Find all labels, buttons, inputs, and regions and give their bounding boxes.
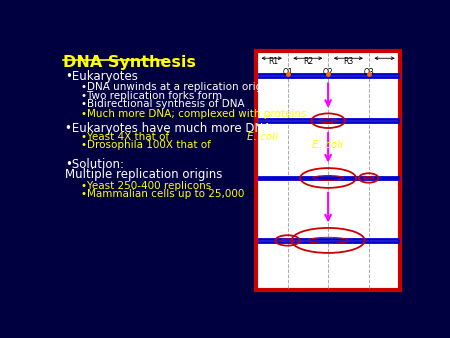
Text: •Yeast 250-400 replicons: •Yeast 250-400 replicons	[81, 180, 211, 191]
Text: R1: R1	[268, 57, 278, 67]
Text: •Eukaryotes have much more DNA: •Eukaryotes have much more DNA	[65, 122, 271, 135]
Text: DNA Synthesis: DNA Synthesis	[63, 55, 196, 70]
Text: R3: R3	[343, 57, 354, 67]
Text: •Solution:: •Solution:	[65, 158, 124, 171]
Text: •DNA unwinds at a replication origin: •DNA unwinds at a replication origin	[81, 82, 271, 92]
Bar	[256, 51, 400, 290]
Text: R2: R2	[303, 57, 313, 67]
Text: •Yeast 4X that of: •Yeast 4X that of	[81, 132, 172, 142]
Text: •Drosophila 100X that of: •Drosophila 100X that of	[81, 140, 214, 150]
Text: O1: O1	[282, 68, 293, 77]
Text: •Bidirectional synthesis of DNA: •Bidirectional synthesis of DNA	[81, 99, 244, 109]
Text: E. coli: E. coli	[312, 140, 342, 150]
Text: O2: O2	[323, 68, 333, 77]
Text: Multiple replication origins: Multiple replication origins	[65, 168, 222, 181]
Text: •Mammalian cells up to 25,000: •Mammalian cells up to 25,000	[81, 189, 244, 199]
Text: O3: O3	[363, 68, 374, 77]
Text: •Two replication forks form: •Two replication forks form	[81, 91, 222, 100]
Text: •Much more DNA; complexed with proteins: •Much more DNA; complexed with proteins	[81, 109, 306, 119]
Text: E. coli: E. coli	[247, 132, 278, 142]
Text: •Eukaryotes: •Eukaryotes	[65, 71, 138, 83]
